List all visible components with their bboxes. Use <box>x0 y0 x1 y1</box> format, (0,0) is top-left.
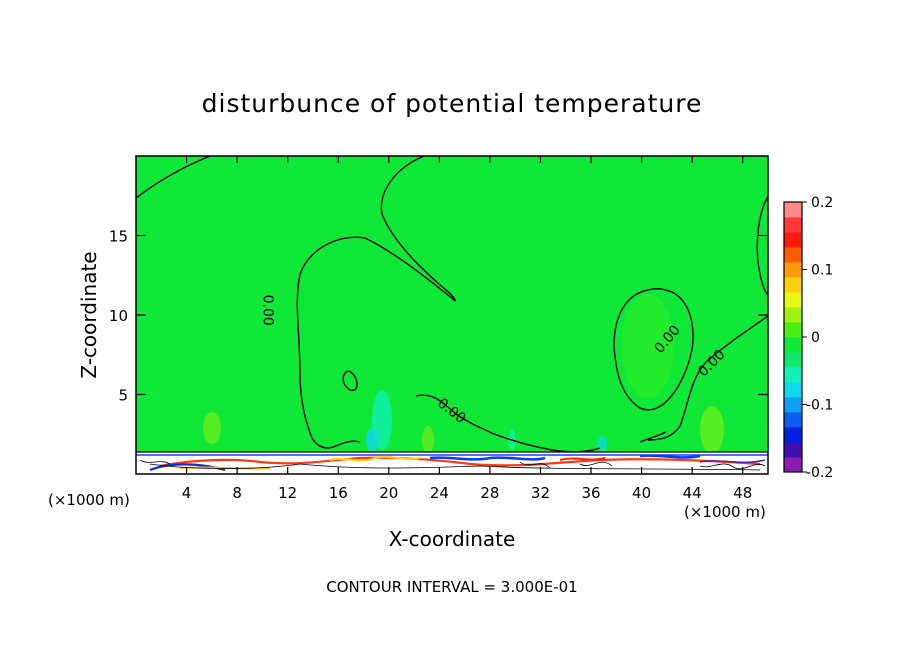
x-axis: 4 8 12 16 20 24 28 32 36 40 44 48 <box>182 156 752 502</box>
x-tick-label: 16 <box>329 484 348 502</box>
boundary-band <box>159 456 761 468</box>
field-blob <box>422 426 434 454</box>
colorbar-swatch <box>784 442 802 458</box>
footer-contour-interval: CONTOUR INTERVAL = 3.000E-01 <box>326 578 577 596</box>
colorbar-swatch <box>784 202 802 218</box>
x-tick-label: 32 <box>531 484 550 502</box>
boundary-band <box>329 455 421 462</box>
colorbar-swatch <box>784 397 802 413</box>
chart-title: disturbunce of potential temperature <box>202 89 703 118</box>
zero-contours <box>135 155 769 453</box>
contour-line <box>335 440 361 447</box>
x-tick-label: 24 <box>430 484 449 502</box>
colorbar-swatch <box>784 247 802 263</box>
y-tick-label: 15 <box>109 228 128 246</box>
boundary-band <box>429 456 546 461</box>
boundary-band <box>699 459 766 464</box>
plot-area: 0.000.000.000.00 <box>135 155 769 475</box>
field-background <box>136 156 768 474</box>
colorbar-swatch <box>784 277 802 293</box>
contour-line <box>647 315 769 441</box>
x-tick-label: 36 <box>581 484 600 502</box>
colorbar-swatch <box>784 322 802 338</box>
colorbar-swatch <box>784 307 802 323</box>
colorbar-swatch <box>784 217 802 233</box>
colorbar-swatch <box>784 232 802 248</box>
colorbar-swatch <box>784 262 802 278</box>
x-axis-label: X-coordinate <box>389 527 516 551</box>
boundary-band <box>559 457 606 461</box>
contour-line <box>342 370 358 392</box>
field-blob <box>366 428 378 452</box>
boundary-band <box>639 454 701 459</box>
field-blob <box>203 412 221 444</box>
field-blob <box>597 436 607 452</box>
contour-line <box>639 431 667 443</box>
colorbar-swatch <box>784 367 802 383</box>
x-tick-label: 44 <box>683 484 702 502</box>
y-tick-label: 5 <box>118 387 128 405</box>
x-unit-label-right: (×1000 m) <box>684 503 766 521</box>
colorbar-swatch <box>784 292 802 308</box>
x-tick-label: 28 <box>480 484 499 502</box>
field-blob <box>700 406 724 454</box>
x-tick-label: 12 <box>278 484 297 502</box>
colorbar-tick-label: 0.1 <box>811 263 833 279</box>
x-tick-label: 8 <box>232 484 242 502</box>
boundary-layer <box>136 451 768 474</box>
contour-line <box>756 195 769 297</box>
y-axis: 5 10 15 <box>109 228 768 405</box>
colorbar-swatch <box>784 337 802 353</box>
colorbar-swatch <box>784 382 802 398</box>
x-tick-label: 40 <box>632 484 651 502</box>
y-tick-label: 10 <box>109 307 128 325</box>
colorbar-swatch <box>784 412 802 428</box>
field-blob <box>622 294 674 398</box>
colorbar-tick-label: -0.1 <box>806 398 833 414</box>
boundary-band <box>139 459 766 470</box>
x-unit-label: (×1000 m) <box>48 491 130 509</box>
x-tick-label: 20 <box>379 484 398 502</box>
x-tick-label: 48 <box>733 484 752 502</box>
colorbar-swatch <box>784 427 802 443</box>
colorbar: 0.2 0.1 0 -0.1 -0.2 <box>783 195 833 481</box>
colorbar-swatch <box>784 457 802 473</box>
colorbar-swatch <box>784 352 802 368</box>
colorbar-tick-label: 0 <box>811 330 820 346</box>
contour-line <box>296 155 456 449</box>
colorbar-tick-label: -0.2 <box>806 465 833 481</box>
x-tick-label: 4 <box>182 484 192 502</box>
contour-line <box>613 287 694 411</box>
boundary-band <box>149 463 761 471</box>
colorbar-tick-label: 0.2 <box>811 195 833 211</box>
contour-line <box>135 155 211 199</box>
y-axis-label: Z-coordinate <box>77 251 101 378</box>
contour-label: 0.00 <box>260 295 276 326</box>
